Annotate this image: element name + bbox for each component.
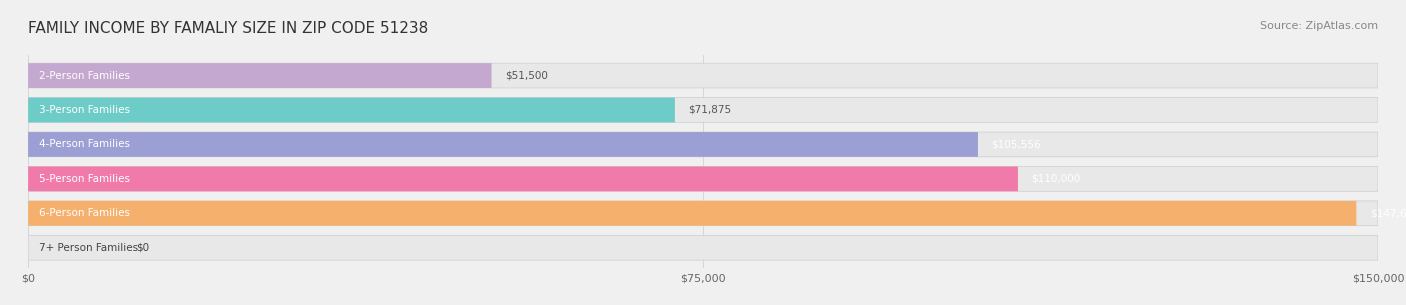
Text: $110,000: $110,000 <box>1032 174 1081 184</box>
Text: Source: ZipAtlas.com: Source: ZipAtlas.com <box>1260 21 1378 31</box>
FancyBboxPatch shape <box>28 63 1378 88</box>
FancyBboxPatch shape <box>28 167 1378 191</box>
FancyBboxPatch shape <box>28 98 1378 122</box>
Text: 3-Person Families: 3-Person Families <box>39 105 129 115</box>
FancyBboxPatch shape <box>28 167 1018 191</box>
Text: $147,604: $147,604 <box>1369 208 1406 218</box>
Text: $0: $0 <box>136 243 149 253</box>
Text: 5-Person Families: 5-Person Families <box>39 174 129 184</box>
Text: $71,875: $71,875 <box>689 105 731 115</box>
Text: $51,500: $51,500 <box>505 70 548 81</box>
Text: 7+ Person Families: 7+ Person Families <box>39 243 138 253</box>
Text: FAMILY INCOME BY FAMALIY SIZE IN ZIP CODE 51238: FAMILY INCOME BY FAMALIY SIZE IN ZIP COD… <box>28 21 429 36</box>
Text: 4-Person Families: 4-Person Families <box>39 139 129 149</box>
FancyBboxPatch shape <box>28 132 1378 157</box>
Text: 2-Person Families: 2-Person Families <box>39 70 129 81</box>
Text: $105,556: $105,556 <box>991 139 1040 149</box>
Text: 6-Person Families: 6-Person Families <box>39 208 129 218</box>
FancyBboxPatch shape <box>28 201 1378 226</box>
FancyBboxPatch shape <box>28 235 1378 260</box>
FancyBboxPatch shape <box>28 98 675 122</box>
FancyBboxPatch shape <box>28 132 979 157</box>
FancyBboxPatch shape <box>28 201 1357 226</box>
FancyBboxPatch shape <box>28 63 492 88</box>
